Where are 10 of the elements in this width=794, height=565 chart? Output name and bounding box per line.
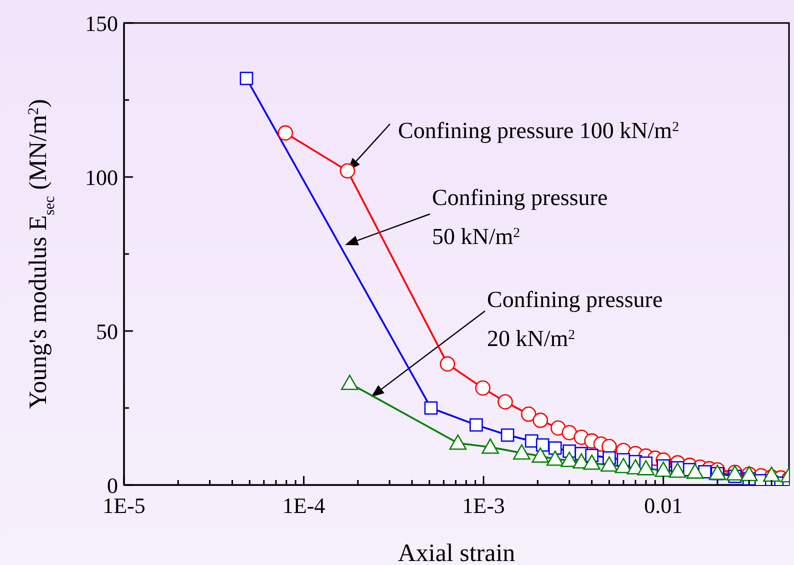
- y-tick-label: 150: [85, 11, 118, 36]
- annotation: Confining pressure 100 kN/m$^{2}$: [398, 118, 680, 143]
- x-tick-label: 1E-4: [282, 493, 326, 518]
- x-axis-title: Axial strain: [398, 540, 516, 565]
- x-tick-label: 1E-3: [462, 493, 505, 518]
- annotation: Confining pressure 20 kN/m$^{2}$: [487, 287, 663, 351]
- y-tick-label: 100: [85, 165, 118, 190]
- y-tick-label: 50: [96, 319, 118, 344]
- annotation: Confining pressure 50 kN/m$^{2}$: [432, 185, 608, 249]
- x-tick-label: 0.01: [644, 493, 683, 518]
